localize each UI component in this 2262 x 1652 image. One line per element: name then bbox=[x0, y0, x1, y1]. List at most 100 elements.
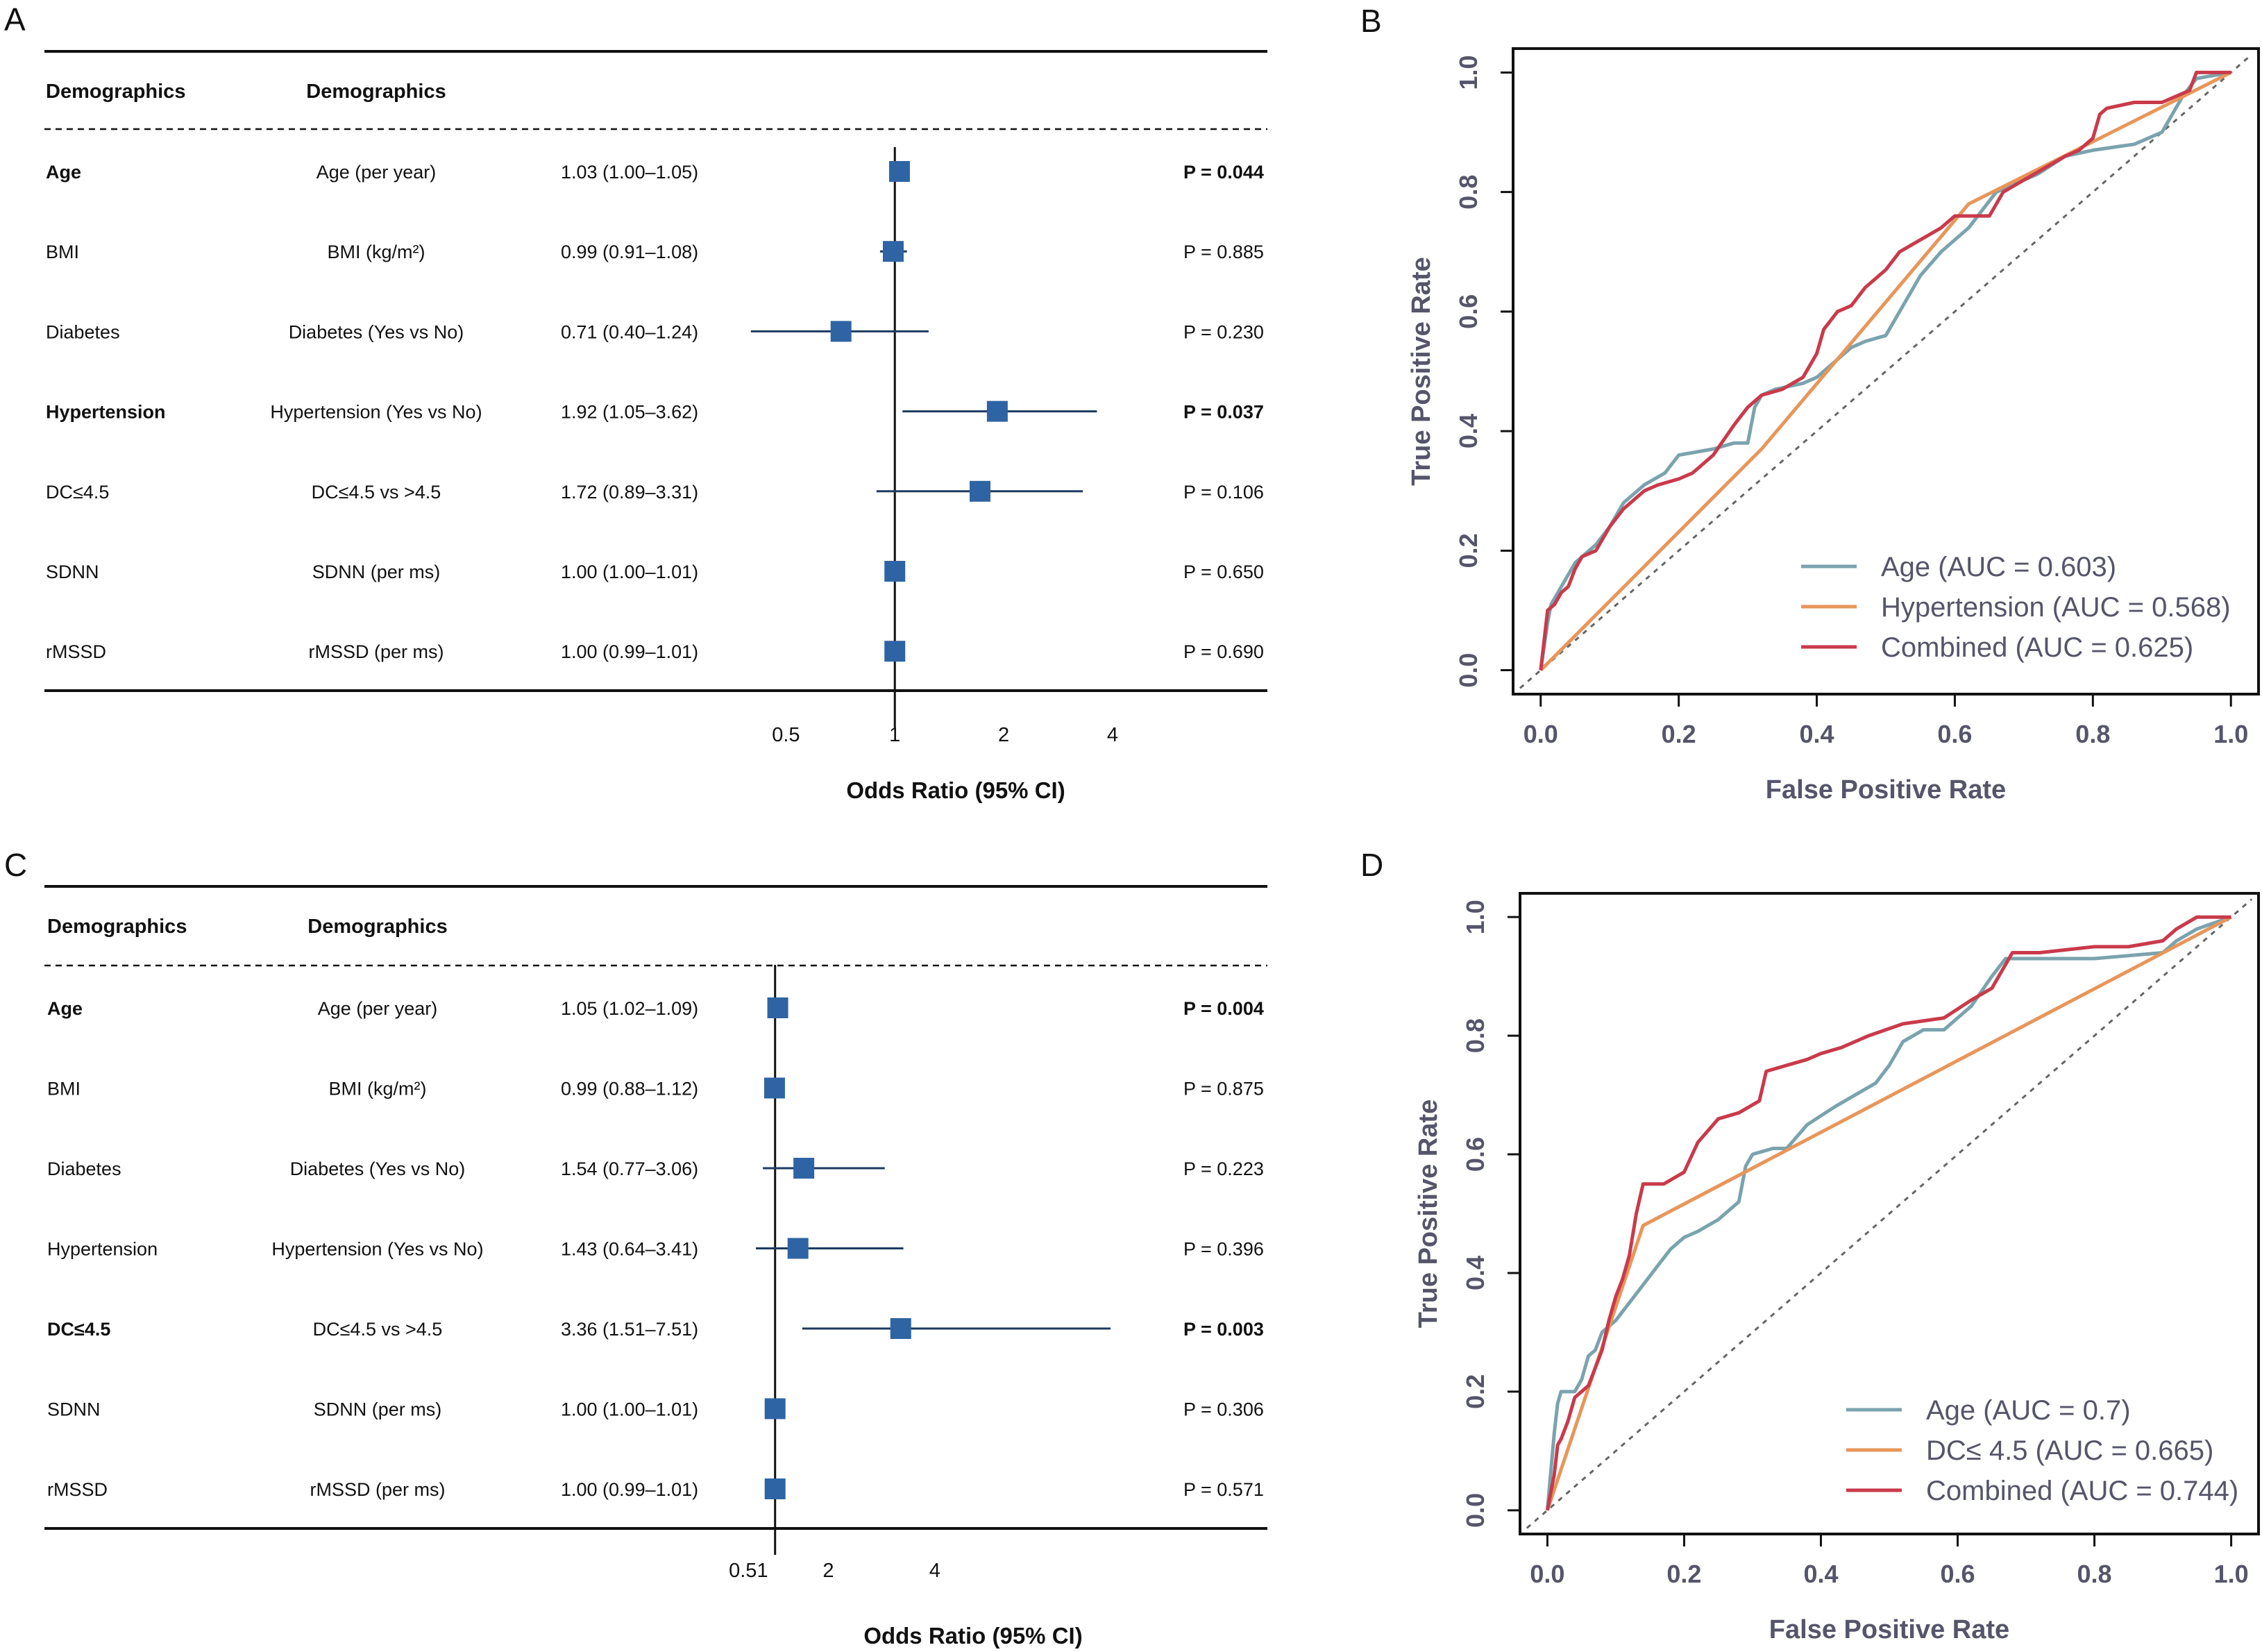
x-tick-label: 0.2 bbox=[1666, 1560, 1701, 1588]
roc-curve-combined bbox=[1539, 70, 2231, 671]
plot-frame bbox=[1512, 47, 2260, 696]
or-marker bbox=[884, 641, 906, 662]
row-or-ci: 1.05 (1.02–1.09) bbox=[561, 998, 698, 1019]
row-or-ci: 1.03 (1.00–1.05) bbox=[561, 162, 698, 183]
row-or-ci: 1.72 (0.89–3.31) bbox=[561, 482, 698, 503]
y-tick-label: 0.0 bbox=[1454, 653, 1483, 688]
x-tick-label: 1.0 bbox=[2214, 1560, 2249, 1588]
x-tick-label: 0.4 bbox=[1800, 720, 1834, 748]
y-tick-label: 0.8 bbox=[1461, 1018, 1489, 1053]
x-tick-label: 0.5 bbox=[772, 724, 800, 746]
forest-plot-a: A Demographics Demographics Age Age (per yea… bbox=[4, 1, 1267, 803]
column-header: Demographics bbox=[306, 81, 446, 103]
or-marker bbox=[787, 1238, 809, 1259]
panel-letter: D bbox=[1360, 847, 1383, 883]
row-label: DC≤4.5 vs >4.5 bbox=[312, 482, 441, 503]
forest-plot-c: C Demographics Demographics Age Age (per yea… bbox=[4, 847, 1267, 1649]
x-tick-label: 0.2 bbox=[1662, 720, 1696, 748]
y-tick-label: 0.2 bbox=[1454, 533, 1483, 568]
x-tick-label: 4 bbox=[1107, 724, 1118, 746]
legend-label: Age (AUC = 0.603) bbox=[1881, 552, 2116, 582]
row-label: BMI (kg/m²) bbox=[329, 1079, 427, 1099]
row-label: SDNN (per ms) bbox=[312, 562, 441, 582]
or-marker bbox=[764, 1398, 786, 1419]
legend-label: Combined (AUC = 0.744) bbox=[1926, 1476, 2238, 1506]
or-marker bbox=[793, 1158, 815, 1179]
row-p-value: P = 0.306 bbox=[1183, 1399, 1264, 1420]
row-variable: rMSSD bbox=[46, 641, 106, 662]
x-axis-title: False Positive Rate bbox=[1769, 1615, 2009, 1644]
legend-label: Hypertension (AUC = 0.568) bbox=[1881, 592, 2231, 623]
x-tick-label: 0.0 bbox=[1524, 720, 1558, 748]
or-marker bbox=[888, 161, 910, 182]
row-or-ci: 1.00 (0.99–1.01) bbox=[561, 641, 698, 662]
y-axis-title: True Positive Rate bbox=[1414, 1099, 1443, 1328]
row-label: rMSSD (per ms) bbox=[310, 1479, 446, 1500]
row-variable: BMI bbox=[47, 1079, 81, 1099]
row-label: Age (per year) bbox=[316, 162, 437, 183]
row-label: Age (per year) bbox=[318, 998, 438, 1019]
legend-label: DC≤ 4.5 (AUC = 0.665) bbox=[1926, 1435, 2213, 1466]
roc-curve-second bbox=[1546, 915, 2232, 1511]
row-p-value: P = 0.106 bbox=[1183, 482, 1264, 503]
row-p-value: P = 0.004 bbox=[1183, 998, 1264, 1019]
roc-curve-age bbox=[1545, 915, 2232, 1511]
row-or-ci: 0.99 (0.88–1.12) bbox=[561, 1079, 698, 1099]
row-label: SDNN (per ms) bbox=[314, 1399, 442, 1420]
row-variable: DC≤4.5 bbox=[46, 482, 109, 503]
row-variable: Diabetes bbox=[46, 321, 120, 342]
row-variable: SDNN bbox=[47, 1399, 101, 1420]
or-marker bbox=[764, 1478, 786, 1499]
row-p-value: P = 0.571 bbox=[1183, 1479, 1264, 1500]
row-label: Diabetes (Yes vs No) bbox=[289, 321, 464, 342]
y-tick-label: 0.4 bbox=[1454, 414, 1483, 448]
row-p-value: P = 0.037 bbox=[1183, 402, 1264, 423]
roc-plot-b: B 0.0 0.0 0.2 0.2 0.4 0.4 0.6 0.6 0.8 0.8 1.0 1.0 Fal… bbox=[1360, 3, 2260, 804]
row-p-value: P = 0.230 bbox=[1183, 321, 1264, 342]
row-variable: SDNN bbox=[46, 562, 99, 582]
row-variable: Hypertension bbox=[46, 402, 166, 423]
row-label: BMI (kg/m²) bbox=[328, 242, 425, 262]
y-tick-label: 1.0 bbox=[1454, 55, 1483, 90]
panel-letter: C bbox=[4, 847, 27, 883]
row-or-ci: 0.99 (0.91–1.08) bbox=[561, 242, 698, 262]
panel-letter: B bbox=[1360, 3, 1382, 39]
row-or-ci: 3.36 (1.51–7.51) bbox=[561, 1319, 698, 1340]
row-p-value: P = 0.650 bbox=[1183, 562, 1264, 582]
x-tick-label: 0.0 bbox=[1530, 1560, 1564, 1588]
column-header: Demographics bbox=[46, 81, 185, 103]
panel-letter: A bbox=[4, 1, 26, 37]
chance-diagonal bbox=[1526, 898, 2253, 1529]
x-axis-title: False Positive Rate bbox=[1766, 775, 2006, 804]
row-variable: Diabetes bbox=[47, 1158, 121, 1179]
row-label: Diabetes (Yes vs No) bbox=[290, 1158, 466, 1179]
row-variable: Age bbox=[46, 162, 81, 183]
x-tick-label: 0.8 bbox=[2075, 720, 2110, 748]
plot-frame bbox=[1519, 892, 2260, 1535]
or-marker bbox=[763, 1077, 785, 1099]
row-label: Hypertension (Yes vs No) bbox=[271, 1239, 483, 1260]
row-p-value: P = 0.044 bbox=[1183, 162, 1264, 183]
y-tick-label: 0.8 bbox=[1454, 175, 1483, 210]
row-variable: Hypertension bbox=[47, 1239, 158, 1260]
column-header: Demographics bbox=[47, 916, 187, 938]
x-tick-label: 2 bbox=[998, 724, 1009, 746]
row-label: rMSSD (per ms) bbox=[309, 641, 444, 662]
row-or-ci: 1.00 (1.00–1.01) bbox=[561, 562, 698, 582]
legend-label: Age (AUC = 0.7) bbox=[1926, 1395, 2131, 1426]
x-tick-label: 4 bbox=[929, 1560, 940, 1582]
legend-label: Combined (AUC = 0.625) bbox=[1881, 632, 2193, 663]
x-axis-title: Odds Ratio (95% CI) bbox=[846, 777, 1065, 803]
or-marker bbox=[890, 1318, 911, 1339]
row-p-value: P = 0.223 bbox=[1183, 1158, 1264, 1179]
y-tick-label: 0.2 bbox=[1461, 1374, 1489, 1409]
or-marker bbox=[986, 401, 1008, 422]
or-marker bbox=[882, 241, 904, 262]
x-tick-label: 0.6 bbox=[1940, 1560, 1975, 1588]
row-variable: BMI bbox=[46, 242, 79, 262]
x-tick-label: 0.51 bbox=[729, 1560, 768, 1582]
row-or-ci: 1.00 (0.99–1.01) bbox=[561, 1479, 698, 1500]
row-variable: rMSSD bbox=[47, 1479, 108, 1500]
row-p-value: P = 0.885 bbox=[1183, 242, 1264, 262]
row-or-ci: 1.43 (0.64–3.41) bbox=[561, 1239, 698, 1260]
